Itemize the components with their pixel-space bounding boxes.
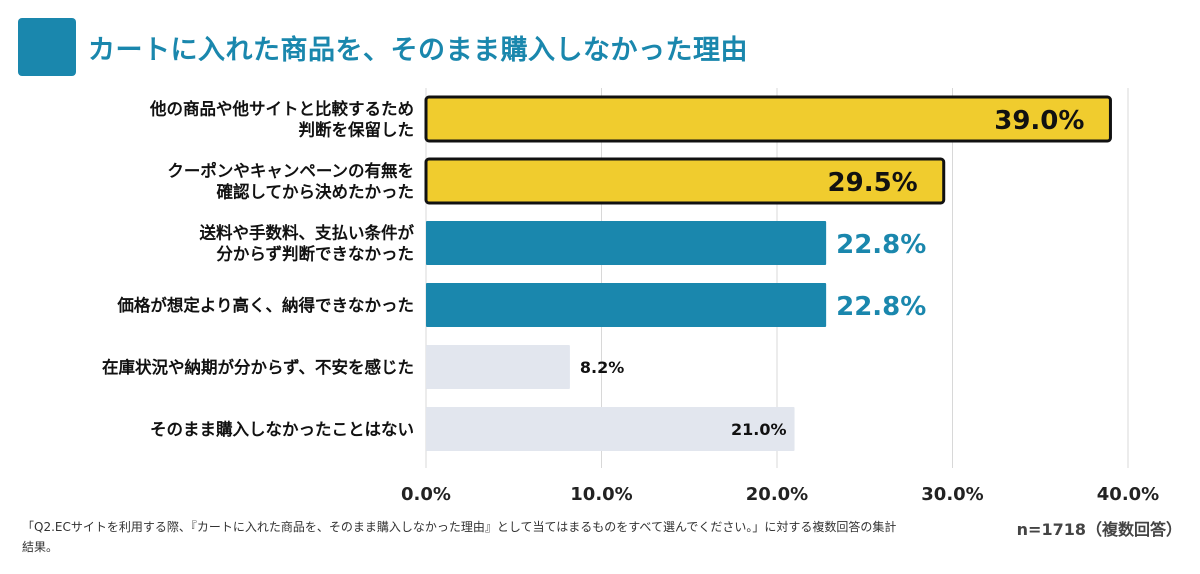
x-tick-label: 20.0% [746,484,808,505]
bar [426,407,795,451]
category-label: 在庫状況や納期が分からず、不安を感じた [102,357,414,377]
title-bar: カートに入れた商品を、そのまま購入しなかった理由 [18,18,748,76]
category-label: 判断を保留した [299,120,415,140]
x-tick-label: 0.0% [401,484,451,505]
chart-title: カートに入れた商品を、そのまま購入しなかった理由 [88,34,748,66]
bar-chart: 0.0% 10.0% 20.0% 30.0% 40.0% 他の商品や他サイトと比較するため… [102,88,1159,505]
sample-size-label: n=1718（複数回答） [1016,520,1182,539]
category-label: 分からず判断できなかった [216,244,414,264]
value-label: 22.8% [836,230,926,260]
footnote: 「Q2.ECサイトを利用する際、『カートに入れた商品を、そのまま購入しなかった理… [22,520,897,554]
bar [426,345,570,389]
bar [424,157,946,205]
value-label: 29.5% [828,168,918,198]
category-label: 確認してから決めたかった [216,182,414,202]
category-label: クーポンやキャンペーンの有無を [167,161,414,181]
x-tick-label: 30.0% [921,484,983,505]
category-label: 価格が想定より高く、納得できなかった [116,295,414,315]
title-accent-square [18,18,76,76]
category-label: そのまま購入しなかったことはない [150,419,414,439]
value-label: 8.2% [580,358,624,377]
value-label: 39.0% [994,106,1084,136]
x-tick-label: 40.0% [1097,484,1159,505]
bar [424,95,1112,143]
category-label: 送料や手数料、支払い条件が [200,223,415,243]
x-tick-label: 10.0% [570,484,632,505]
bar [426,283,827,327]
category-label: 他の商品や他サイトと比較するため [149,99,414,119]
bar [426,221,827,265]
value-label: 22.8% [836,292,926,322]
value-label: 21.0% [731,420,787,439]
